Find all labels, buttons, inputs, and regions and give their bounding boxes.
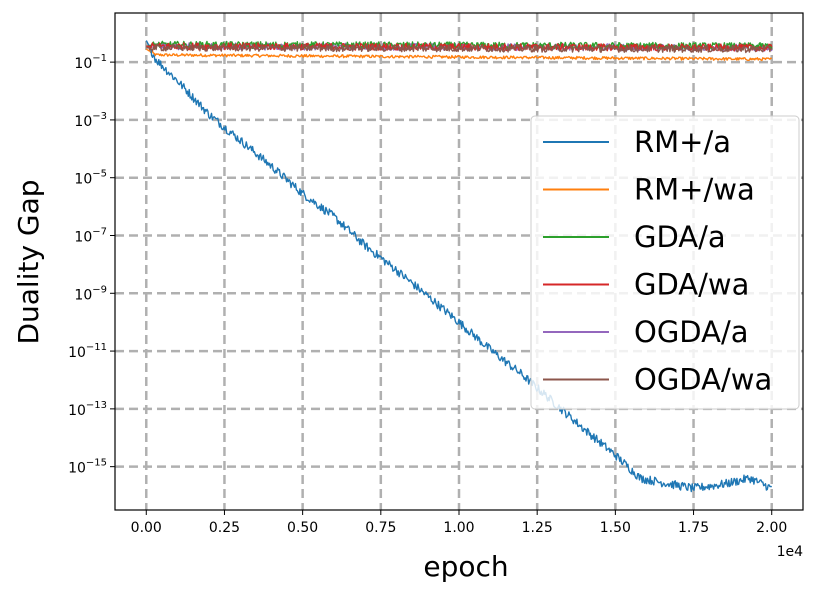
legend: RM+/a RM+/wa GDA/a GDA/wa OGDA/a OGDA/wa bbox=[530, 115, 800, 410]
legend-label-4: OGDA/a bbox=[634, 315, 749, 349]
x-tick-label: 1.25 bbox=[522, 520, 553, 536]
ticks: 0.00 0.25 0.50 0.75 1.00 1.25 1.50 1.75 2.00 10−1… bbox=[68, 53, 787, 536]
series-line-5 bbox=[146, 43, 773, 54]
x-tick-label: 0.00 bbox=[131, 520, 162, 536]
y-tick-label: 10−7 bbox=[74, 226, 107, 245]
x-tick-label: 1.50 bbox=[600, 520, 631, 536]
y-tick-label: 10−11 bbox=[68, 342, 107, 361]
series-layer bbox=[145, 40, 773, 493]
legend-label-1: RM+/wa bbox=[634, 173, 755, 207]
y-tick-label: 10−15 bbox=[68, 458, 107, 477]
grid bbox=[115, 13, 803, 510]
y-tick-label: 10−13 bbox=[68, 400, 107, 419]
x-tick-label: 0.25 bbox=[209, 520, 240, 536]
legend-label-0: RM+/a bbox=[634, 125, 731, 159]
x-axis-title: epoch bbox=[423, 550, 508, 583]
series-line-1 bbox=[145, 48, 773, 62]
y-axis-title: Duality Gap bbox=[12, 179, 45, 344]
x-offset-label: 1e4 bbox=[777, 544, 804, 560]
legend-label-2: GDA/a bbox=[634, 220, 726, 254]
y-tick-label: 10−5 bbox=[74, 169, 107, 188]
x-tick-label: 1.75 bbox=[678, 520, 709, 536]
x-tick-label: 2.00 bbox=[756, 520, 787, 536]
series-line-0 bbox=[145, 40, 773, 493]
x-tick-label: 0.50 bbox=[287, 520, 318, 536]
legend-label-5: OGDA/wa bbox=[634, 363, 772, 397]
y-tick-label: 10−3 bbox=[74, 111, 107, 130]
legend-label-3: GDA/wa bbox=[634, 268, 749, 302]
x-tick-label: 1.00 bbox=[443, 520, 474, 536]
y-tick-label: 10−1 bbox=[74, 53, 107, 72]
y-tick-label: 10−9 bbox=[74, 284, 107, 303]
x-tick-label: 0.75 bbox=[365, 520, 396, 536]
